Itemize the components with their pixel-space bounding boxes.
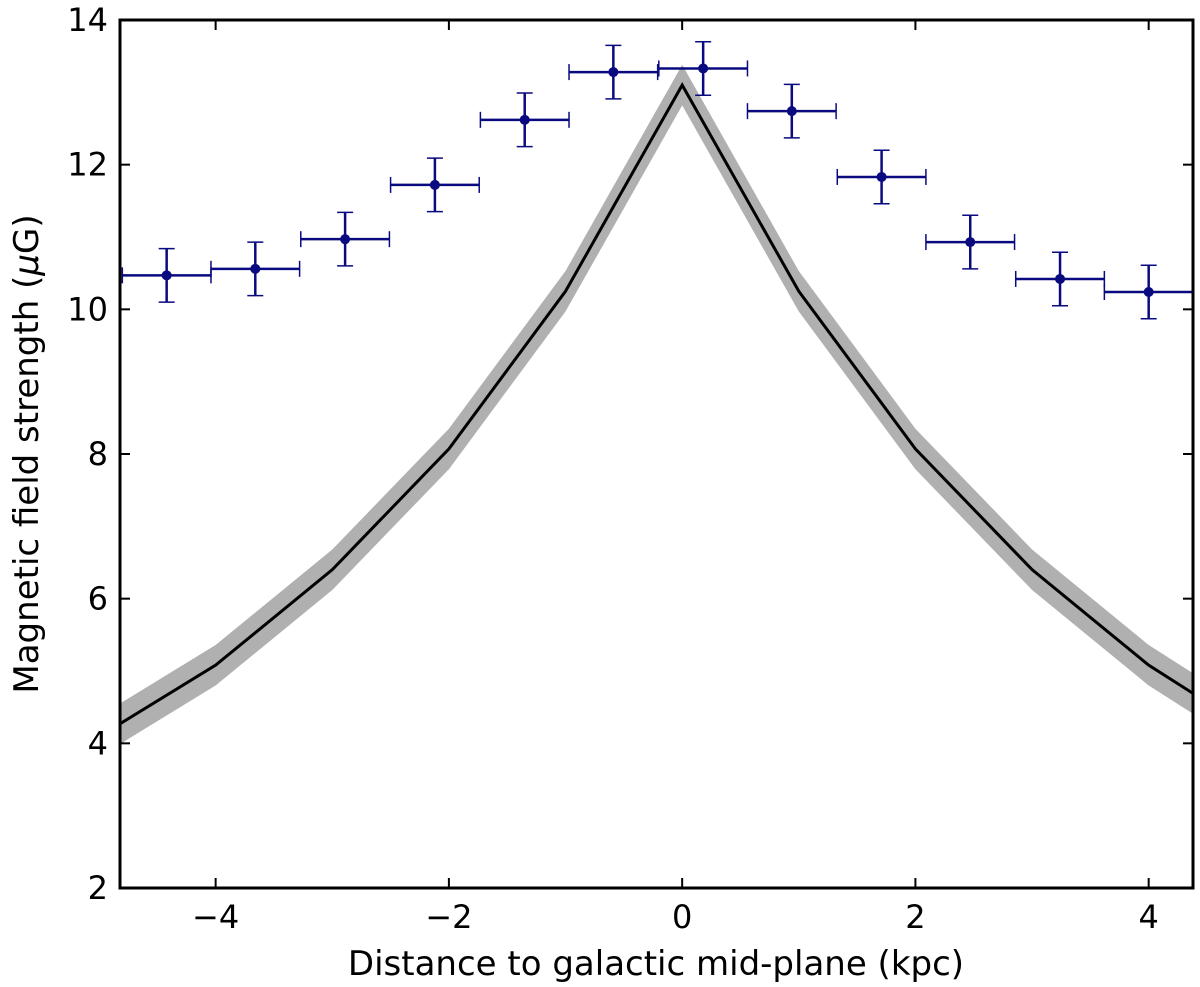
x-tick-label: 4 (1139, 898, 1159, 936)
data-point-11 (1014, 251, 1106, 307)
y-tick-label: 2 (88, 869, 108, 907)
data-point-1 (121, 247, 212, 303)
data-marker (1055, 273, 1066, 284)
y-axis-label-prefix: Magnetic field strength ( (7, 276, 47, 694)
x-tick-label: 0 (672, 898, 692, 936)
x-tick-label: −2 (425, 898, 472, 936)
y-tick-label: 6 (88, 580, 108, 618)
y-tick-label: 14 (67, 1, 108, 39)
data-point-7 (658, 40, 749, 96)
data-point-2 (210, 241, 301, 297)
y-tick-label: 10 (67, 290, 108, 328)
y-tick-label: 8 (88, 435, 108, 473)
y-axis-label: Magnetic field strength (μG) (7, 214, 47, 693)
data-marker (876, 171, 887, 182)
plot-area (120, 40, 1193, 745)
data-point-10 (925, 214, 1016, 270)
data-marker (161, 270, 172, 281)
data-marker (698, 63, 709, 74)
data-point-12 (1103, 264, 1193, 320)
data-marker (608, 67, 619, 78)
data-marker (965, 237, 976, 248)
y-tick-label: 4 (88, 724, 108, 762)
data-point-8 (746, 83, 837, 139)
data-point-6 (568, 44, 659, 100)
data-point-3 (300, 211, 391, 267)
model-line (120, 82, 1193, 726)
data-marker (429, 179, 440, 190)
data-marker (1143, 286, 1154, 297)
x-axis-label: Distance to galactic mid-plane (kpc) (348, 944, 964, 984)
data-marker (786, 106, 797, 117)
x-axis-ticks: −4 −2 0 2 4 (192, 20, 1159, 936)
y-axis-ticks: 2 4 6 8 10 12 14 (67, 1, 1193, 907)
x-tick-label: −4 (192, 898, 239, 936)
data-point-9 (836, 149, 927, 205)
x-tick-label: 2 (905, 898, 925, 936)
data-points-series (121, 40, 1193, 320)
data-marker (250, 263, 261, 274)
data-point-5 (479, 92, 570, 148)
data-marker (340, 234, 351, 245)
data-point-4 (389, 157, 480, 213)
y-axis-label-mu: μ (7, 254, 47, 277)
data-marker (519, 114, 530, 125)
y-tick-label: 12 (67, 146, 108, 184)
y-axis-label-suffix: G) (7, 214, 47, 254)
